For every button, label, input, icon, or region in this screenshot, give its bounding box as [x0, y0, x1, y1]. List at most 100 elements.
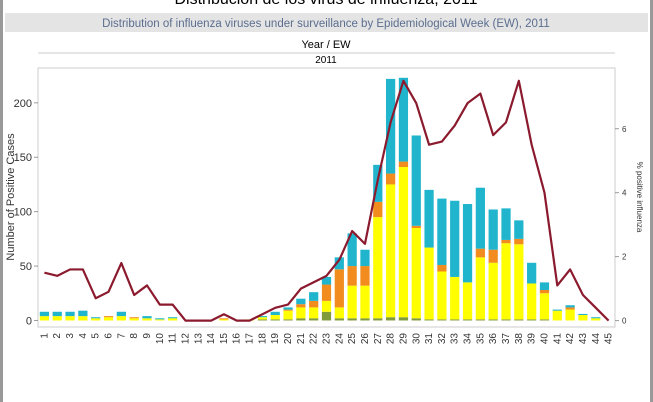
bar-segment — [552, 309, 562, 311]
x-tick-label: 3 — [65, 333, 76, 339]
bar-segment — [424, 189, 434, 248]
x-tick-label: 18 — [257, 333, 268, 345]
x-tick-label: 30 — [411, 333, 422, 345]
x-tick-label: 4 — [78, 333, 89, 339]
x-tick-label: 23 — [322, 333, 333, 345]
subtitle-band — [5, 13, 648, 32]
chart-subtitle: Distribution of influenza viruses under … — [102, 18, 550, 30]
bar-segment — [52, 311, 62, 317]
bar-segment — [411, 225, 421, 228]
bar-segment — [334, 269, 344, 308]
bar-segment — [514, 244, 524, 320]
x-tick-label: 36 — [488, 333, 499, 345]
bar-segment — [475, 187, 485, 249]
bar-segment — [360, 266, 370, 286]
bar-segment — [424, 247, 434, 320]
bar-segment — [398, 77, 409, 162]
line-series — [44, 79, 610, 322]
bar-segment — [65, 311, 75, 317]
bar-segment — [539, 282, 550, 290]
bar-segment — [539, 319, 550, 321]
bar-segment — [296, 307, 306, 319]
bar-segment — [578, 313, 588, 316]
bar-segment — [462, 204, 473, 283]
bar-segment — [411, 227, 421, 319]
x-tick-label: 28 — [386, 333, 397, 345]
bar-segment — [373, 318, 383, 321]
bar-segment — [501, 319, 511, 321]
y-tick-label: 200 — [14, 98, 32, 110]
x-tick-label: 2 — [52, 333, 63, 339]
bar-segment — [270, 311, 280, 316]
bar-segment — [321, 284, 332, 301]
bar-segment — [578, 315, 588, 321]
x-tick-label: 42 — [565, 333, 576, 345]
x-tick-label: 17 — [245, 333, 256, 345]
bar-segment — [450, 276, 460, 320]
bar-segment — [514, 238, 524, 245]
bar-segment — [565, 309, 575, 321]
x-tick-label: 6 — [104, 333, 115, 339]
bar-segment — [142, 316, 152, 319]
x-header: Year / EW — [301, 39, 351, 51]
bar-segment — [591, 317, 601, 319]
y2-tick-label: 0 — [622, 317, 627, 326]
bar-segment — [488, 319, 498, 321]
bar-segment — [462, 319, 473, 321]
x-tick-label: 32 — [437, 333, 448, 345]
bar-segment — [309, 292, 319, 301]
y2-axis-label: % positive influenza — [635, 162, 644, 233]
bar-segment — [488, 249, 498, 263]
x-tick-label: 25 — [347, 333, 358, 345]
x-tick-label: 27 — [373, 333, 384, 345]
x-tick-label: 11 — [168, 333, 179, 344]
x-tick-label: 24 — [334, 333, 345, 345]
x-tick-label: 16 — [232, 333, 243, 345]
x-tick-label: 41 — [552, 333, 563, 345]
right-border — [650, 0, 653, 402]
bar-segment — [437, 319, 447, 321]
bar-segment — [398, 317, 409, 321]
bar-segment — [475, 319, 485, 321]
bar-segment — [65, 316, 75, 321]
bar-segment — [527, 262, 537, 284]
bar-segment — [360, 318, 370, 321]
bar-segment — [116, 316, 126, 321]
bar-segment — [347, 318, 357, 321]
x-tick-label: 37 — [501, 333, 512, 345]
bar-segment — [411, 318, 421, 321]
x-tick-label: 33 — [450, 333, 461, 345]
bar-segment — [360, 285, 370, 319]
bar-segment — [309, 318, 319, 321]
bar-segment — [155, 318, 165, 320]
bar-segment — [296, 298, 306, 305]
bar-segment — [488, 209, 498, 250]
bar-segment — [373, 217, 383, 319]
bar-segment — [475, 248, 485, 258]
x-tick-label: 21 — [296, 333, 307, 345]
bar-segment — [270, 319, 280, 321]
bar-segment — [91, 318, 101, 321]
x-tick-label: 39 — [527, 333, 538, 345]
bar-segment — [373, 201, 383, 218]
bar-segment — [257, 317, 268, 320]
bar-segment — [565, 305, 575, 308]
bar-segment — [539, 290, 550, 294]
x-tick-label: 10 — [155, 333, 166, 345]
year-label: 2011 — [315, 55, 337, 66]
x-tick-label: 40 — [539, 333, 550, 345]
bar-segment — [398, 161, 409, 168]
bar-segment — [539, 293, 550, 320]
x-tick-label: 31 — [424, 333, 435, 345]
x-tick-label: 45 — [604, 333, 615, 345]
bar-segment — [52, 316, 62, 321]
bar-segment — [103, 316, 114, 318]
x-tick-label: 26 — [360, 333, 371, 345]
bar-segment — [450, 200, 460, 277]
bar-segment — [527, 319, 537, 321]
bar-segment — [219, 319, 229, 321]
bar-segment — [437, 198, 447, 265]
bar-segment — [296, 304, 306, 308]
plot-frame — [37, 67, 616, 328]
